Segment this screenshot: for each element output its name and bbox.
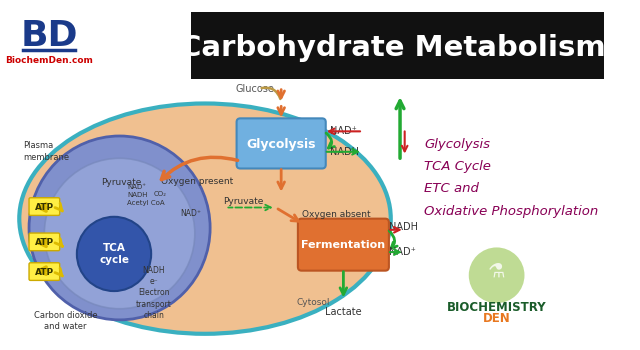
Text: Carbon dioxide
and water: Carbon dioxide and water (34, 311, 97, 330)
Text: Pyruvate: Pyruvate (223, 196, 264, 205)
Text: NAD⁺: NAD⁺ (389, 247, 416, 257)
Text: NADH
e⁻
Electron
transport
chain: NADH e⁻ Electron transport chain (136, 266, 172, 320)
Text: CO₂: CO₂ (154, 190, 167, 197)
Text: DEN: DEN (483, 313, 511, 326)
Text: Oxidative Phosphorylation: Oxidative Phosphorylation (424, 205, 598, 218)
FancyArrowPatch shape (326, 133, 335, 148)
FancyBboxPatch shape (237, 118, 326, 168)
Text: TCA Cycle: TCA Cycle (424, 160, 491, 173)
Text: ⚗: ⚗ (488, 261, 506, 280)
Text: NADH: NADH (389, 222, 418, 232)
Text: NAD⁺: NAD⁺ (127, 184, 146, 190)
Text: Glucose: Glucose (236, 84, 275, 94)
Text: NADH: NADH (127, 191, 147, 197)
Text: Glycolysis: Glycolysis (246, 138, 316, 151)
FancyBboxPatch shape (298, 219, 389, 271)
Text: TCA
cycle: TCA cycle (99, 243, 129, 265)
Text: ETC and: ETC and (424, 182, 479, 195)
Text: NADH: NADH (330, 147, 360, 157)
Circle shape (77, 217, 151, 291)
Text: Carbohydrate Metabolism: Carbohydrate Metabolism (180, 34, 605, 62)
Text: Plasma
membrane: Plasma membrane (23, 141, 69, 162)
Text: Pyruvate: Pyruvate (101, 178, 141, 187)
Text: ATP: ATP (35, 238, 54, 247)
Text: BiochemDen.com: BiochemDen.com (5, 56, 93, 65)
Text: Acetyl CoA: Acetyl CoA (127, 200, 164, 206)
FancyArrowPatch shape (262, 88, 280, 99)
Text: BD: BD (20, 19, 77, 53)
FancyBboxPatch shape (29, 198, 60, 215)
FancyArrowPatch shape (161, 157, 237, 180)
Ellipse shape (44, 158, 195, 309)
Text: BIOCHEMISTRY: BIOCHEMISTRY (447, 301, 547, 314)
Bar (191, 13, 604, 79)
FancyBboxPatch shape (29, 263, 60, 280)
Circle shape (468, 247, 525, 303)
Ellipse shape (19, 104, 391, 334)
FancyArrowPatch shape (389, 231, 397, 248)
FancyBboxPatch shape (29, 233, 60, 251)
Text: Lactate: Lactate (325, 307, 362, 316)
Text: ATP: ATP (35, 203, 54, 212)
Text: Fermentation: Fermentation (301, 240, 385, 250)
Ellipse shape (29, 136, 210, 320)
Text: NAD⁺: NAD⁺ (180, 209, 201, 218)
Text: ATP: ATP (35, 268, 54, 277)
Text: Oxygen present: Oxygen present (161, 177, 234, 186)
Text: Cytosol: Cytosol (296, 298, 330, 307)
Text: Glycolysis: Glycolysis (424, 138, 490, 151)
Text: Oxygen absent: Oxygen absent (301, 210, 370, 219)
Text: NAD⁺: NAD⁺ (330, 126, 357, 136)
